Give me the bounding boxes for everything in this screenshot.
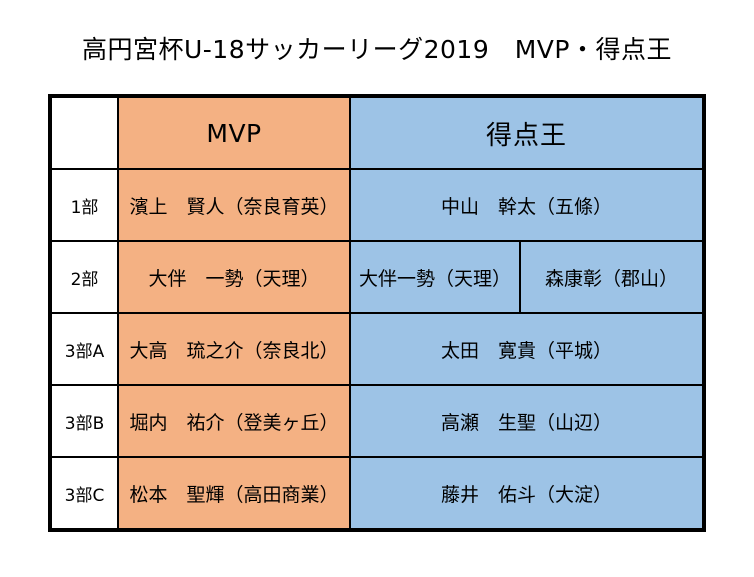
table-row: 3部C 松本 聖輝（高田商業） 藤井 佑斗（大淀） xyxy=(50,456,705,530)
table-row: 1部 濱上 賢人（奈良育英） 中山 幹太（五條） xyxy=(50,168,705,242)
scorer-cell: 高瀬 生聖（山辺） xyxy=(348,384,705,458)
table-row: 3部A 大高 琉之介（奈良北） 太田 寛貴（平城） xyxy=(50,312,705,386)
mvp-cell: 大高 琉之介（奈良北） xyxy=(117,312,351,386)
division-cell: 1部 xyxy=(50,168,119,242)
scorer-cell: 大伴一勢（天理） xyxy=(349,240,521,314)
scorer-cell: 藤井 佑斗（大淀） xyxy=(348,456,705,530)
scorer-cell: 太田 寛貴（平城） xyxy=(348,312,705,386)
mvp-cell: 濱上 賢人（奈良育英） xyxy=(117,168,351,242)
mvp-cell: 大伴 一勢（天理） xyxy=(117,240,351,314)
corner-cell xyxy=(50,96,119,170)
division-cell: 2部 xyxy=(50,240,119,314)
awards-table: MVP 得点王 1部 濱上 賢人（奈良育英） 中山 幹太（五條） 2部 大伴 一… xyxy=(47,94,707,532)
table-header-row: MVP 得点王 xyxy=(50,96,705,170)
division-cell: 3部B xyxy=(50,384,119,458)
mvp-cell: 堀内 祐介（登美ヶ丘） xyxy=(117,384,351,458)
table-row: 3部B 堀内 祐介（登美ヶ丘） 高瀬 生聖（山辺） xyxy=(50,384,705,458)
division-cell: 3部A xyxy=(50,312,119,386)
page-title: 高円宮杯U-18サッカーリーグ2019 MVP・得点王 xyxy=(81,35,672,64)
mvp-cell: 松本 聖輝（高田商業） xyxy=(117,456,351,530)
table-row: 2部 大伴 一勢（天理） 大伴一勢（天理） 森康彰（郡山） xyxy=(50,240,705,314)
scorer-cell: 中山 幹太（五條） xyxy=(348,168,705,242)
division-cell: 3部C xyxy=(50,456,119,530)
mvp-column-header: MVP xyxy=(117,96,351,170)
scorer-cell: 森康彰（郡山） xyxy=(518,240,705,314)
scorer-column-header: 得点王 xyxy=(348,96,705,170)
